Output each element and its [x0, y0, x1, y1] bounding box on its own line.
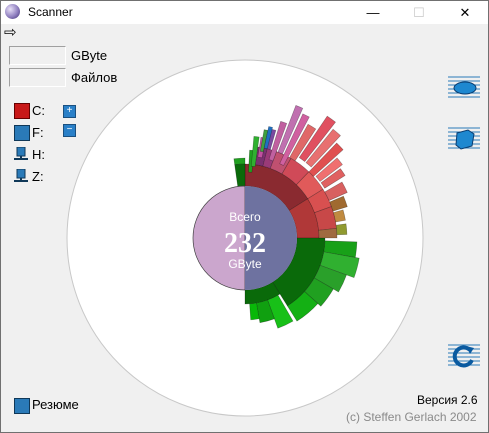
sunburst-segment[interactable]: [286, 291, 319, 322]
sunburst-segment[interactable]: [256, 299, 275, 324]
sunburst-segment[interactable]: [249, 302, 260, 321]
center-disc[interactable]: [192, 185, 246, 291]
sunburst-segment[interactable]: [250, 136, 260, 168]
center-disc-shade: [245, 186, 297, 290]
sunburst-segment[interactable]: [289, 123, 317, 162]
drive-label: F:: [32, 125, 44, 140]
title-bar: Scanner — ☐ ✕: [1, 1, 488, 24]
sunburst-segment[interactable]: [319, 251, 360, 279]
resume-label: Резюме: [32, 397, 79, 412]
sunburst-segment[interactable]: [329, 195, 348, 212]
menu-bar: ⇨: [1, 24, 488, 41]
drive-view-button[interactable]: [448, 74, 480, 102]
sunburst-segment[interactable]: [313, 264, 347, 293]
drive-label: H:: [32, 147, 45, 162]
sunburst-segment[interactable]: [298, 115, 336, 162]
center-total-label: Всего: [229, 210, 261, 224]
maximize-button[interactable]: ☐: [413, 5, 425, 20]
center-total-unit: GByte: [228, 257, 262, 271]
sunburst-segment[interactable]: [263, 126, 273, 150]
drive-label: Z:: [32, 169, 44, 184]
network-drive-icon: [14, 169, 28, 182]
minimize-button[interactable]: —: [366, 5, 380, 20]
drive-label: C:: [32, 103, 45, 118]
sunburst-segment[interactable]: [335, 223, 348, 236]
size-unit-label: GByte: [71, 48, 108, 63]
close-button[interactable]: ✕: [459, 5, 471, 20]
sunburst-segment[interactable]: [259, 129, 269, 153]
sunburst-segment[interactable]: [268, 120, 288, 162]
box-view-button[interactable]: [448, 125, 480, 153]
sunburst-segment[interactable]: [308, 142, 344, 177]
sunburst-segment[interactable]: [320, 168, 346, 189]
version-label: Версия 2.6: [417, 393, 478, 407]
files-field: [9, 68, 66, 87]
sunburst-segment[interactable]: [295, 171, 324, 200]
network-drive-icon: [14, 147, 28, 160]
window-title: Scanner: [28, 5, 73, 19]
zoom-in-button[interactable]: +: [63, 105, 76, 118]
sunburst-segment[interactable]: [318, 228, 338, 239]
zoom-out-button[interactable]: −: [63, 124, 76, 137]
sunburst-chart[interactable]: Всего 232 GByte: [60, 53, 430, 423]
sunburst-segment[interactable]: [233, 157, 246, 166]
app-icon: [5, 4, 20, 19]
copyright-label: (c) Steffen Gerlach 2002: [346, 410, 477, 424]
local-drive-blue-icon: [14, 125, 30, 141]
sunburst-segment[interactable]: [315, 157, 343, 182]
sunburst-segment[interactable]: [267, 294, 294, 329]
size-field: [9, 46, 66, 65]
sunburst-segment[interactable]: [324, 181, 348, 201]
refresh-button[interactable]: [448, 342, 480, 370]
sunburst-segment[interactable]: [277, 105, 304, 155]
center-total-value: 232: [224, 228, 266, 259]
resume-icon: [14, 398, 30, 414]
sunburst-segment[interactable]: [304, 277, 334, 307]
sunburst-segment[interactable]: [305, 128, 341, 168]
files-unit-label: Файлов: [71, 70, 118, 85]
arrow-right-icon[interactable]: ⇨: [4, 24, 17, 41]
sunburst-segment[interactable]: [279, 113, 310, 167]
sunburst-segment[interactable]: [333, 209, 346, 223]
local-drive-red-icon: [14, 103, 30, 119]
